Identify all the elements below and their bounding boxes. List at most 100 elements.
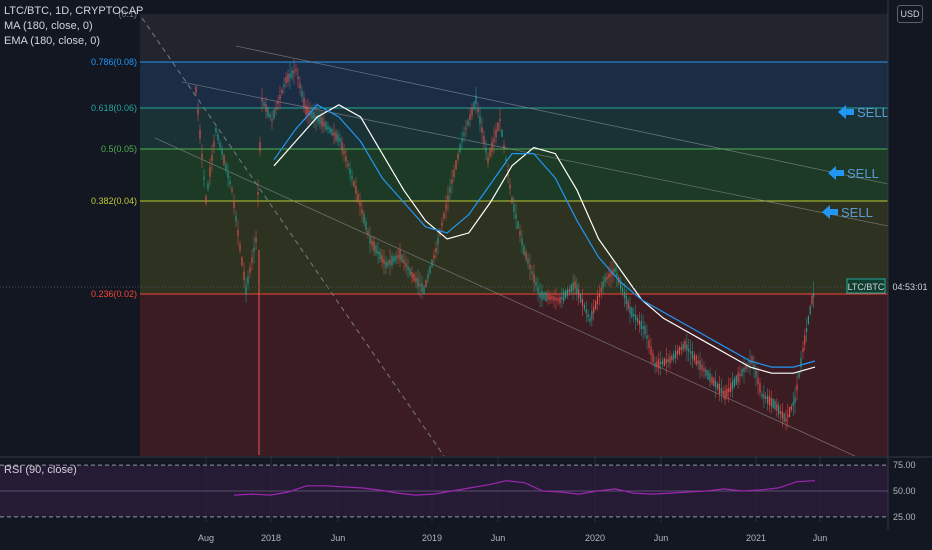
candle-body xyxy=(205,196,207,204)
candle-body xyxy=(225,164,227,171)
candle-body xyxy=(673,353,675,360)
sell-annotations[interactable]: SELL SELL SELL xyxy=(822,105,889,220)
candle-body xyxy=(701,364,703,371)
candle-body xyxy=(661,360,664,365)
fib-top-label: (0.1) xyxy=(118,9,137,19)
candle-body xyxy=(663,357,665,367)
candle-body xyxy=(257,191,259,195)
candle-body xyxy=(671,356,673,361)
rsi-indicator-label[interactable]: RSI (90, close) xyxy=(4,464,77,476)
candle-body xyxy=(768,396,771,406)
candle-body xyxy=(493,138,495,142)
candle-body xyxy=(718,383,721,394)
candle-body xyxy=(359,202,361,207)
candle-body xyxy=(779,411,782,414)
candle-body xyxy=(319,115,321,125)
candle-body xyxy=(273,109,275,119)
candle-body xyxy=(443,213,445,219)
indicator-ema-label[interactable]: EMA (180, close, 0) xyxy=(4,35,100,47)
candle-body xyxy=(457,153,459,160)
fib-retracement[interactable]: 0.786(0.08) 0.618(0.06) 0.5(0.05) 0.382(0.0… xyxy=(91,9,888,456)
sell-annotation: SELL xyxy=(828,166,879,181)
candle-body xyxy=(766,395,769,404)
candle-body xyxy=(783,413,785,422)
candle-body xyxy=(772,398,774,409)
sell-label: SELL xyxy=(847,166,879,181)
candle-body xyxy=(798,372,800,378)
candle-body xyxy=(425,279,427,287)
candle-body xyxy=(755,370,757,378)
candle-body xyxy=(531,271,533,274)
x-tick-label: 2019 xyxy=(422,533,442,543)
candle-body xyxy=(600,287,602,293)
candle-body xyxy=(652,353,654,363)
currency-button[interactable]: USD xyxy=(897,5,923,23)
candle-body xyxy=(620,281,622,289)
fib-zone-top xyxy=(140,14,888,62)
candle-body xyxy=(633,313,635,317)
candle-body xyxy=(251,257,253,263)
candle-body xyxy=(648,340,650,348)
candle-body xyxy=(612,269,614,275)
candle-body xyxy=(709,373,711,382)
candle-body xyxy=(616,273,618,277)
candle-body xyxy=(690,351,692,354)
candle-body xyxy=(289,73,291,79)
candle-body xyxy=(315,115,317,119)
candle-body xyxy=(349,168,351,175)
candle-body xyxy=(423,285,425,295)
candle-body xyxy=(203,176,205,180)
candle-body xyxy=(802,348,804,352)
candle-body xyxy=(728,387,730,393)
candle-body xyxy=(227,172,229,178)
candle-body xyxy=(335,132,337,140)
fib-level-label: 0.382(0.04) xyxy=(91,196,137,206)
price-candles xyxy=(195,59,815,455)
candle-body xyxy=(566,289,569,296)
candle-body xyxy=(511,197,513,203)
candle-body xyxy=(343,150,345,155)
symbol-title[interactable]: LTC/BTC, 1D, CRYPTOCAP xyxy=(4,5,144,17)
candle-body xyxy=(527,258,529,264)
candle-body xyxy=(479,116,481,124)
trend-channel-lines[interactable] xyxy=(141,17,889,457)
candle-body xyxy=(593,306,595,314)
candle-body xyxy=(809,305,811,315)
candle-body xyxy=(743,368,745,372)
candle-body xyxy=(473,101,475,110)
candle-body xyxy=(695,355,697,365)
candle-body xyxy=(525,251,527,260)
candle-body xyxy=(229,180,231,185)
candle-body xyxy=(403,260,405,264)
candle-body xyxy=(787,414,789,418)
candle-body xyxy=(557,298,559,301)
candle-body xyxy=(323,121,325,127)
candle-body xyxy=(684,341,686,349)
candle-body xyxy=(559,296,561,304)
indicator-ma-label[interactable]: MA (180, close, 0) xyxy=(4,20,93,32)
candle-body xyxy=(733,378,735,387)
candle-body xyxy=(751,356,753,364)
candle-body xyxy=(249,267,251,273)
candle-body xyxy=(469,114,471,120)
candle-body xyxy=(636,317,639,323)
candle-body xyxy=(604,277,606,283)
candle-body xyxy=(317,114,319,123)
candle-body xyxy=(235,216,237,221)
candle-body xyxy=(640,320,642,330)
candle-body xyxy=(259,142,261,152)
candle-body xyxy=(325,122,327,130)
candle-body xyxy=(778,405,780,415)
price-tag: LTC/BTC 04:53:01 xyxy=(846,278,931,294)
candle-body xyxy=(515,214,517,219)
candle-body xyxy=(367,231,369,235)
candle-body xyxy=(499,118,501,122)
candle-body xyxy=(455,160,457,170)
candle-body xyxy=(489,150,491,157)
candle-body xyxy=(811,295,813,305)
candle-body xyxy=(800,357,802,368)
price-tag-symbol-box xyxy=(846,278,886,294)
candle-body xyxy=(361,209,363,214)
